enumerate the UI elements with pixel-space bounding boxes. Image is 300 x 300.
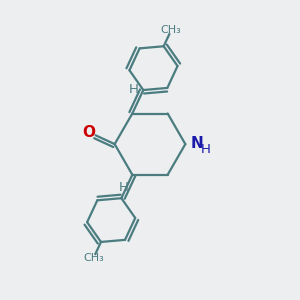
Text: H: H [129, 83, 138, 96]
Text: CH₃: CH₃ [160, 25, 181, 35]
Text: CH₃: CH₃ [83, 254, 104, 263]
Text: O: O [82, 125, 95, 140]
Text: N: N [190, 136, 203, 151]
Text: H: H [118, 182, 128, 194]
Text: H: H [200, 143, 210, 156]
